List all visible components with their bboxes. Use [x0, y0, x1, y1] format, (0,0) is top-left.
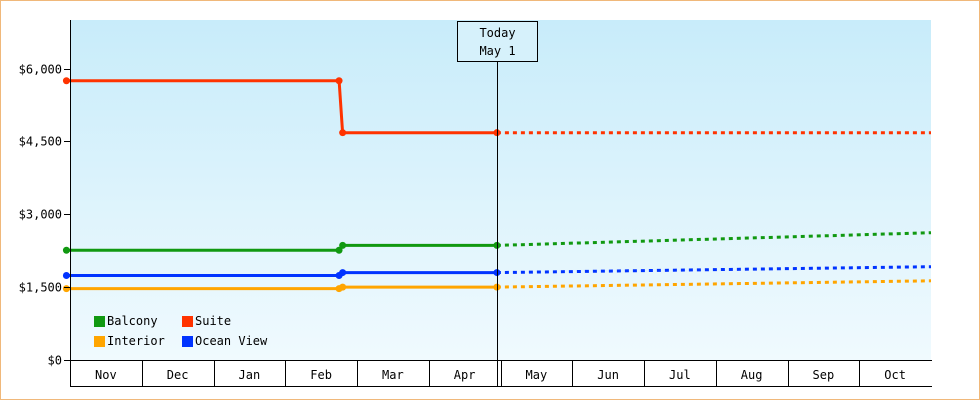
data-point-suite	[62, 77, 70, 85]
legend-label-suite: Suite	[195, 314, 231, 328]
data-point-balcony	[339, 241, 347, 249]
series-projection-interior	[496, 279, 932, 289]
series-line-suite	[66, 79, 497, 135]
legend-swatch-interior	[94, 336, 105, 347]
series-line-interior	[66, 285, 497, 291]
data-point-interior	[62, 285, 70, 293]
data-point-ocean-view	[62, 271, 70, 279]
legend-label-ocean-view: Ocean View	[195, 334, 268, 348]
data-point-balcony	[62, 246, 70, 254]
x-month-label: May	[526, 368, 548, 382]
series-projection-ocean-view	[496, 265, 932, 275]
y-tick-label: $4,500	[19, 135, 62, 149]
y-tick-label: $0	[48, 354, 62, 368]
series-projection-balcony	[496, 231, 932, 247]
data-point-interior	[493, 283, 501, 291]
legend-swatch-balcony	[94, 316, 105, 327]
data-point-interior	[339, 283, 347, 291]
data-point-suite	[335, 77, 343, 85]
x-month-label: Sep	[813, 368, 835, 382]
data-point-balcony	[335, 246, 343, 254]
data-point-suite	[493, 129, 501, 137]
data-point-suite	[339, 129, 347, 137]
y-tick-label: $1,500	[19, 281, 62, 295]
today-annotation-line2: May 1	[479, 44, 515, 58]
data-point-ocean-view	[339, 269, 347, 277]
x-month-label: Jun	[597, 368, 619, 382]
today-annotation-box	[457, 21, 538, 62]
legend-swatch-ocean-view	[182, 336, 193, 347]
data-point-balcony	[493, 241, 501, 249]
y-tick-label: $6,000	[19, 63, 62, 77]
x-month-label: Aug	[741, 368, 763, 382]
x-month-label: Nov	[95, 368, 117, 382]
x-month-label: Oct	[884, 368, 906, 382]
data-point-ocean-view	[493, 269, 501, 277]
today-annotation-line1: Today	[479, 26, 515, 40]
x-month-label: Feb	[310, 368, 332, 382]
x-month-label: Jul	[669, 368, 691, 382]
plot-area	[70, 20, 931, 360]
x-month-label: Dec	[167, 368, 189, 382]
x-month-label: Jan	[239, 368, 261, 382]
x-month-label: Mar	[382, 368, 404, 382]
legend-label-balcony: Balcony	[107, 314, 158, 328]
y-tick-label: $3,000	[19, 208, 62, 222]
legend-swatch-suite	[182, 316, 193, 327]
legend-label-interior: Interior	[107, 334, 165, 348]
x-month-label: Apr	[454, 368, 476, 382]
